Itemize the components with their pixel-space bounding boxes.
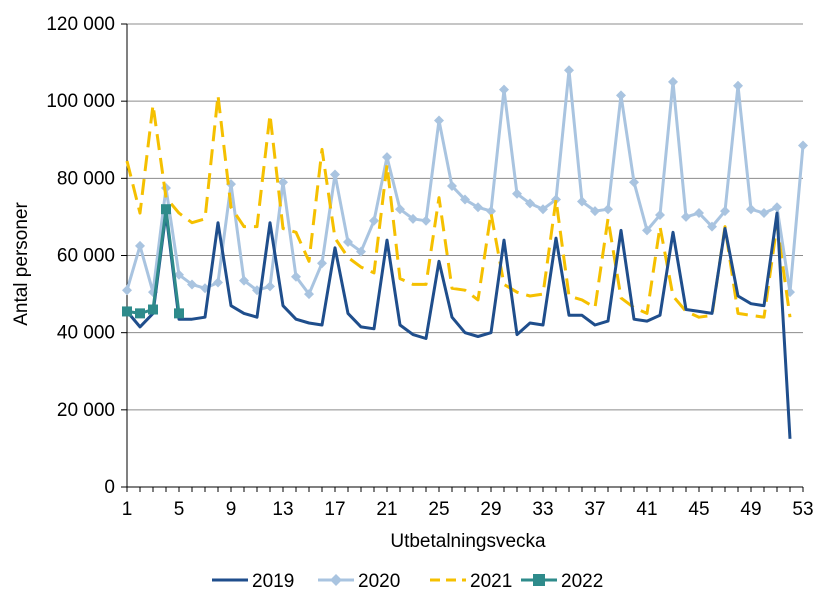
data-point	[135, 241, 145, 251]
y-tick-label: 20 000	[57, 400, 115, 421]
y-tick-label: 100 000	[46, 91, 115, 112]
y-tick-label: 80 000	[57, 168, 115, 189]
data-point	[421, 216, 431, 226]
x-tick-label: 21	[376, 499, 397, 520]
data-point	[317, 258, 327, 268]
data-point	[668, 77, 678, 87]
series-line-2019	[127, 213, 790, 439]
data-point	[382, 152, 392, 162]
x-tick-label: 45	[688, 499, 709, 520]
x-axis-title: Utbetalningsvecka	[390, 531, 546, 552]
data-point	[772, 202, 782, 212]
data-point	[603, 204, 613, 214]
data-point	[122, 285, 132, 295]
y-tick-label: 120 000	[46, 14, 115, 35]
series-lines	[122, 65, 808, 439]
data-point	[148, 305, 158, 315]
legend-label: 2021	[470, 571, 512, 592]
data-point	[174, 308, 184, 318]
y-axis-title: Antal personer	[11, 202, 32, 326]
data-point	[759, 208, 769, 218]
y-tick-label: 0	[104, 477, 115, 498]
x-tick-label: 1	[122, 499, 133, 520]
x-tick-label: 33	[532, 499, 553, 520]
y-tick-label: 60 000	[57, 246, 115, 267]
legend-item-2021: 2021	[430, 571, 512, 592]
y-tick-label: 40 000	[57, 323, 115, 344]
data-point	[746, 204, 756, 214]
data-point	[434, 115, 444, 125]
data-point	[564, 65, 574, 75]
series-2022	[122, 204, 184, 318]
x-tick-label: 49	[740, 499, 761, 520]
x-tick-label: 37	[584, 499, 605, 520]
series-2019	[127, 213, 790, 439]
x-tick-label: 5	[174, 499, 185, 520]
legend-label: 2022	[561, 571, 603, 592]
x-tick-label: 53	[792, 499, 813, 520]
x-tick-label: 17	[324, 499, 345, 520]
legend: 2019 2020 2021 2022	[212, 571, 603, 592]
legend-marker	[533, 574, 545, 586]
data-point	[499, 85, 509, 95]
legend-item-2022: 2022	[521, 571, 603, 592]
legend-item-2019: 2019	[212, 571, 294, 592]
x-tick-label: 9	[226, 499, 237, 520]
x-tick-label: 13	[272, 499, 293, 520]
x-tick-label: 41	[636, 499, 657, 520]
data-point	[161, 204, 171, 214]
legend-label: 2020	[358, 571, 400, 592]
data-point	[135, 308, 145, 318]
data-point	[616, 90, 626, 100]
legend-item-2020: 2020	[318, 571, 400, 592]
data-point	[122, 306, 132, 316]
legend-label: 2019	[252, 571, 294, 592]
data-point	[733, 81, 743, 91]
data-point	[798, 141, 808, 151]
x-tick-label: 29	[480, 499, 501, 520]
data-point	[213, 278, 223, 288]
data-point	[369, 216, 379, 226]
legend-marker	[330, 574, 342, 586]
data-point	[265, 281, 275, 291]
data-point	[681, 212, 691, 222]
x-tick-label: 25	[428, 499, 449, 520]
